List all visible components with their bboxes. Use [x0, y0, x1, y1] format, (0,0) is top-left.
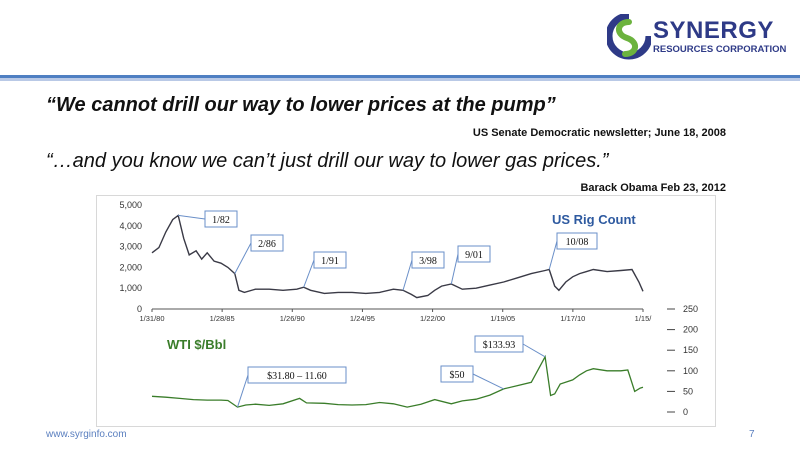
- wti-annotation-leader: [522, 343, 546, 358]
- chart-frame: [96, 195, 716, 427]
- rig-annotation-box: [411, 251, 445, 269]
- wti-annotation-box: [474, 335, 524, 353]
- wti-annotation-leader: [472, 373, 504, 390]
- wti-annotation-label: $50: [450, 370, 465, 381]
- rig-x-tick-label: 1/26/90: [280, 314, 305, 323]
- rig-annotation-leader: [303, 259, 315, 288]
- wti-annotation-box: [247, 366, 347, 384]
- logo-subtitle-text: RESOURCES CORPORATION: [653, 44, 787, 55]
- rig-annotation-box: [313, 251, 347, 269]
- rig-annotation-box: [250, 234, 284, 252]
- wti-annotation-label: $133.93: [483, 340, 516, 351]
- source-senate: US Senate Democratic newsletter; June 18…: [472, 127, 726, 139]
- rig-annotation-box: [556, 232, 598, 250]
- footer-url[interactable]: www.syrginfo.com: [46, 429, 127, 440]
- rig-x-tick-label: 1/19/05: [490, 314, 515, 323]
- wti-y-tick-label: 150: [683, 345, 698, 355]
- synergy-s-logo-icon: [607, 14, 651, 60]
- page-number: 7: [749, 429, 755, 440]
- rig-annotation-leader: [178, 214, 206, 220]
- logo-brand-text: SYNERGY: [653, 17, 774, 44]
- source-obama: Barack Obama Feb 23, 2012: [580, 182, 726, 194]
- wti-annotation-leader: [237, 374, 249, 408]
- quote-obama: “…and you know we can’t just drill our w…: [46, 150, 609, 172]
- quote-senate: “We cannot drill our way to lower prices…: [46, 94, 556, 116]
- rig-y-tick-label: 4,000: [119, 221, 142, 231]
- wti-y-tick-label: 0: [683, 407, 688, 417]
- rig-x-tick-label: 1/17/10: [560, 314, 585, 323]
- wti-chart-title: WTI $/Bbl: [167, 337, 226, 352]
- wti-y-tick-label: 200: [683, 325, 698, 335]
- rig-annotation-label: 9/01: [465, 250, 483, 261]
- wti-annotation-label: $31.80 – 11.60: [267, 371, 327, 382]
- rig-x-tick-label: 1/24/95: [350, 314, 375, 323]
- rig-y-tick-label: 3,000: [119, 242, 142, 252]
- rig-annotation-label: 3/98: [419, 256, 437, 267]
- rig-annotation-label: 1/82: [212, 215, 230, 226]
- wti-annotation-box: [440, 365, 474, 383]
- rig-annotation-leader: [450, 253, 459, 285]
- rig-annotation-box: [457, 245, 491, 263]
- rig-x-tick-label: 1/31/80: [139, 314, 164, 323]
- wti-y-tick-label: 250: [683, 304, 698, 314]
- rig-y-tick-label: 1,000: [119, 283, 142, 293]
- rig-x-tick-label: 1/15/: [635, 314, 653, 323]
- rig-y-tick-label: 0: [137, 304, 142, 314]
- rig-annotation-box: [204, 210, 238, 228]
- wti-y-tick-label: 50: [683, 386, 693, 396]
- rig-x-tick-label: 1/28/85: [210, 314, 235, 323]
- header-rule: [0, 75, 800, 81]
- rig-y-tick-label: 2,000: [119, 262, 142, 272]
- rig-count-series-line: [151, 214, 644, 299]
- rig-annotation-label: 2/86: [258, 239, 276, 250]
- rig-annotation-leader: [548, 240, 558, 270]
- rig-chart-title: US Rig Count: [552, 212, 636, 227]
- rig-annotation-label: 10/08: [566, 237, 589, 248]
- rig-annotation-leader: [234, 242, 252, 274]
- rig-x-tick-label: 1/22/00: [420, 314, 445, 323]
- wti-y-tick-label: 100: [683, 366, 698, 376]
- synergy-logo: SYNERGY RESOURCES CORPORATION: [607, 14, 792, 64]
- rig-annotation-label: 1/91: [321, 256, 339, 267]
- rig-y-tick-label: 5,000: [119, 200, 142, 210]
- wti-price-series-line: [151, 354, 644, 408]
- rig-annotation-leader: [402, 259, 413, 291]
